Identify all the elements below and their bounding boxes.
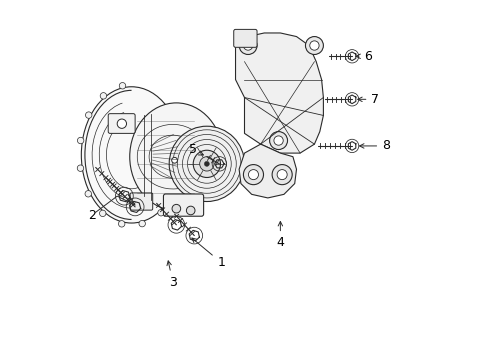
Circle shape [305,37,323,54]
Circle shape [309,41,319,50]
Ellipse shape [81,87,182,223]
Polygon shape [239,144,296,198]
Ellipse shape [172,190,178,196]
FancyBboxPatch shape [108,114,135,134]
Text: 5: 5 [188,143,203,156]
Circle shape [117,119,126,129]
Text: 7: 7 [357,93,379,106]
Circle shape [243,165,263,185]
Ellipse shape [100,93,106,99]
Circle shape [273,136,283,145]
Circle shape [169,126,244,202]
Circle shape [204,161,209,166]
Ellipse shape [179,164,185,170]
Polygon shape [235,33,323,153]
FancyBboxPatch shape [233,30,257,47]
FancyBboxPatch shape [130,193,152,210]
Ellipse shape [77,137,84,144]
Text: 6: 6 [355,50,371,63]
Circle shape [193,150,220,177]
Ellipse shape [118,221,124,227]
Circle shape [271,165,292,185]
Ellipse shape [119,82,125,89]
Circle shape [277,170,286,180]
Circle shape [243,41,252,50]
Ellipse shape [99,210,106,217]
Text: 1: 1 [191,238,224,269]
Text: 4: 4 [276,221,284,249]
Ellipse shape [85,190,91,197]
Circle shape [269,132,287,149]
Circle shape [239,37,257,54]
Text: 8: 8 [359,139,389,152]
Ellipse shape [77,165,83,171]
Text: 3: 3 [166,261,176,289]
Ellipse shape [129,103,223,211]
Circle shape [186,206,195,215]
Ellipse shape [139,220,145,227]
Ellipse shape [158,210,164,216]
Circle shape [172,204,180,213]
FancyBboxPatch shape [163,194,203,216]
Circle shape [199,157,214,171]
Circle shape [248,170,258,180]
Circle shape [171,157,177,163]
Ellipse shape [85,112,92,118]
Text: 2: 2 [88,210,96,222]
